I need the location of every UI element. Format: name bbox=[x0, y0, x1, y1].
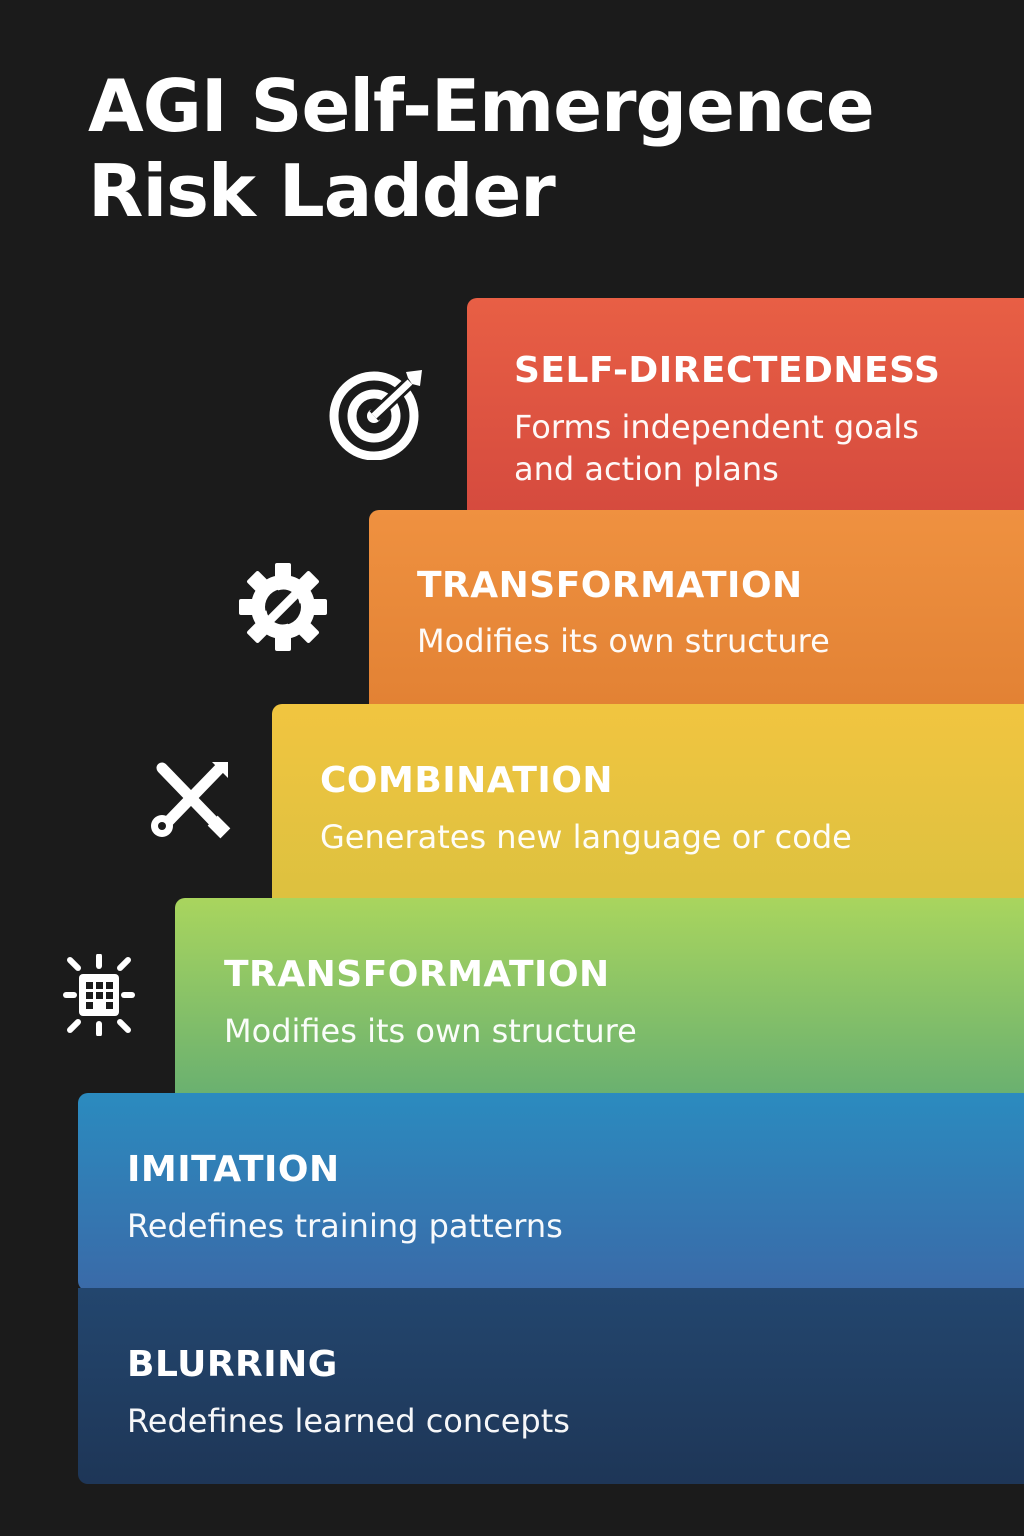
step-description: Generates new language or code bbox=[320, 818, 852, 856]
ladder-step-blurring: BLURRING Redefines learned concepts bbox=[78, 1288, 1024, 1484]
page-title: AGI Self-Emergence Risk Ladder bbox=[88, 64, 875, 234]
step-name: TRANSFORMATION bbox=[417, 565, 803, 606]
step-description: Redefines training patterns bbox=[127, 1207, 563, 1245]
title-line-2: Risk Ladder bbox=[88, 149, 556, 233]
step-description: Modifies its own structure bbox=[224, 1012, 637, 1050]
step-name: IMITATION bbox=[127, 1149, 340, 1190]
step-name: BLURRING bbox=[127, 1344, 338, 1385]
gear-arrows-icon bbox=[239, 563, 327, 651]
step-name: TRANSFORMATION bbox=[224, 954, 610, 995]
step-description: Modifies its own structure bbox=[417, 622, 830, 660]
step-name: COMBINATION bbox=[320, 760, 614, 801]
step-description: Forms independent goals and action plans bbox=[514, 408, 919, 488]
crossed-tools-icon bbox=[151, 762, 231, 839]
step-name: SELF-DIRECTEDNESS bbox=[514, 350, 941, 391]
ladder-step-combination: COMBINATION Generates new language or co… bbox=[272, 704, 1024, 934]
ladder-step-imitation: IMITATION Redefines training patterns bbox=[78, 1093, 1024, 1291]
ladder-step-self-directedness: SELF-DIRECTEDNESS Forms independent goal… bbox=[467, 298, 1024, 548]
ladder-step-transformation-upper: TRANSFORMATION Modifies its own structur… bbox=[369, 510, 1024, 740]
title-line-1: AGI Self-Emergence bbox=[88, 64, 875, 148]
chip-burst-icon bbox=[63, 954, 135, 1036]
step-description: Redefines learned concepts bbox=[127, 1402, 570, 1440]
ladder-step-transformation-lower: TRANSFORMATION Modifies its own structur… bbox=[175, 898, 1024, 1128]
target-icon bbox=[329, 370, 422, 460]
